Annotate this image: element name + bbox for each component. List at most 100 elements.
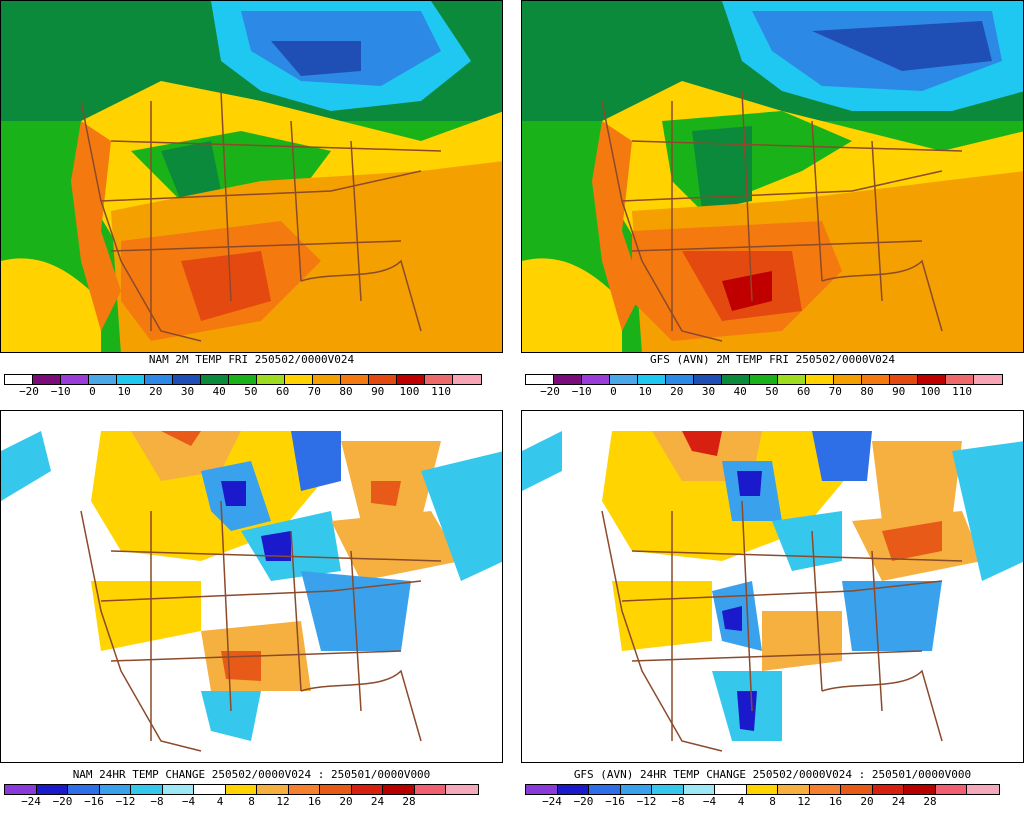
colorbar-tick-label: −16 (605, 795, 625, 808)
colorbar-tick-label: 20 (339, 795, 353, 808)
colorbar-swatch (288, 785, 320, 794)
colorbar-tick-label: −24 (21, 795, 41, 808)
colorbar-swatch (918, 375, 946, 384)
colorbar-swatch (36, 785, 68, 794)
colorbar-swatch (589, 785, 621, 794)
colorbar-swatch (610, 375, 638, 384)
colorbar-tick-label: 16 (307, 795, 322, 808)
colorbar-swatch (117, 375, 145, 384)
colorbar-swatch (806, 375, 834, 384)
colorbar-swatch (557, 785, 589, 794)
panel-title: NAM 24HR TEMP CHANGE 250502/0000V024 : 2… (72, 768, 431, 781)
nam-change-map (0, 410, 503, 763)
colorbar-swatch (746, 785, 778, 794)
colorbar-tick-label: 4 (216, 795, 224, 808)
colorbar-swatch (5, 785, 37, 794)
colorbar-tick-label: −10 (571, 385, 592, 398)
colorbar-swatch (638, 375, 666, 384)
colorbar-swatch (872, 785, 904, 794)
colorbar-swatch (397, 375, 425, 384)
colorbar-swatch (582, 375, 610, 384)
colorbar-swatch (722, 375, 750, 384)
colorbar-swatch (201, 375, 229, 384)
colorbar-swatch (145, 375, 173, 384)
colorbar-tick-label: −20 (52, 795, 73, 808)
colorbar-swatch (225, 785, 257, 794)
colorbar-tick-label: 70 (307, 385, 321, 398)
colorbar-tick-label: 28 (923, 795, 937, 808)
colorbar-swatch (341, 375, 369, 384)
panel-title: NAM 2M TEMP FRI 250502/0000V024 (148, 353, 355, 366)
colorbar-swatch (89, 375, 117, 384)
colorbar-swatch (715, 785, 747, 794)
colorbar-tick-label: −10 (50, 385, 71, 398)
colorbar-swatch (257, 375, 285, 384)
colorbar-tick-label: 90 (892, 385, 906, 398)
colorbar-swatch (974, 375, 1002, 384)
colorbar-swatch (33, 375, 61, 384)
change-colorbar (4, 784, 479, 795)
colorbar-tick-label: 10 (117, 385, 131, 398)
colorbar-tick-label: 8 (248, 795, 255, 808)
colorbar-tick-label: 12 (797, 795, 811, 808)
change-colorbar-labels: −24 −20 −16 −12 −8 −4 4 8 12 16 20 24 28 (525, 795, 998, 809)
colorbar-tick-label: 16 (828, 795, 843, 808)
colorbar-tick-label: −20 (19, 385, 39, 398)
colorbar-swatch (257, 785, 289, 794)
colorbar-swatch (778, 375, 806, 384)
colorbar-tick-label: 20 (670, 385, 684, 398)
colorbar-swatch (351, 785, 383, 794)
colorbar-tick-label: 110 (952, 385, 973, 398)
colorbar-swatch (841, 785, 873, 794)
change-colorbar (525, 784, 1000, 795)
colorbar-tick-label: −16 (84, 795, 104, 808)
temp-colorbar-labels: −20 −10 0 10 20 30 40 50 60 70 80 90 100 110 (525, 385, 1001, 399)
gfs-change-map (521, 410, 1024, 763)
colorbar-swatch (99, 785, 131, 794)
colorbar-tick-label: 8 (769, 795, 776, 808)
colorbar-swatch (453, 375, 481, 384)
colorbar-tick-label: 20 (149, 385, 163, 398)
nam-change-panel: NAM 24HR TEMP CHANGE 250502/0000V024 : 2… (0, 410, 503, 819)
colorbar-tick-label: 30 (701, 385, 716, 398)
colorbar-tick-label: 24 (891, 795, 906, 808)
nam-temp-map (0, 0, 503, 353)
colorbar-swatch (935, 785, 967, 794)
colorbar-swatch (229, 375, 257, 384)
colorbar-tick-label: −24 (542, 795, 562, 808)
colorbar-swatch (683, 785, 715, 794)
colorbar-tick-label: 70 (828, 385, 842, 398)
colorbar-swatch (446, 785, 478, 794)
colorbar-swatch (694, 375, 722, 384)
colorbar-tick-label: 60 (796, 385, 811, 398)
colorbar-swatch (425, 375, 453, 384)
colorbar-swatch (68, 785, 100, 794)
colorbar-swatch (313, 375, 341, 384)
gfs-change-panel: GFS (AVN) 24HR TEMP CHANGE 250502/0000V0… (521, 410, 1024, 819)
gfs-temp-panel: GFS (AVN) 2M TEMP FRI 250502/0000V024 −2… (521, 0, 1024, 409)
colorbar-swatch (750, 375, 778, 384)
colorbar-tick-label: 20 (860, 795, 874, 808)
colorbar-swatch (904, 785, 936, 794)
colorbar-swatch (162, 785, 194, 794)
colorbar-tick-label: 50 (765, 385, 779, 398)
colorbar-tick-label: 12 (276, 795, 290, 808)
colorbar-swatch (666, 375, 694, 384)
panel-title: GFS (AVN) 24HR TEMP CHANGE 250502/0000V0… (573, 768, 972, 781)
colorbar-swatch (285, 375, 313, 384)
colorbar-swatch (5, 375, 33, 384)
colorbar-swatch (834, 375, 862, 384)
colorbar-tick-label: 30 (180, 385, 195, 398)
change-colorbar-labels: −24 −20 −16 −12 −8 −4 4 8 12 16 20 24 28 (4, 795, 477, 809)
colorbar-swatch (369, 375, 397, 384)
colorbar-swatch (131, 785, 163, 794)
colorbar-swatch (946, 375, 974, 384)
colorbar-swatch (414, 785, 446, 794)
colorbar-tick-label: −12 (115, 795, 136, 808)
colorbar-tick-label: 50 (244, 385, 258, 398)
colorbar-tick-label: −8 (671, 795, 685, 808)
temp-colorbar (525, 374, 1003, 385)
colorbar-swatch (554, 375, 582, 384)
colorbar-swatch (862, 375, 890, 384)
colorbar-tick-label: 110 (431, 385, 452, 398)
